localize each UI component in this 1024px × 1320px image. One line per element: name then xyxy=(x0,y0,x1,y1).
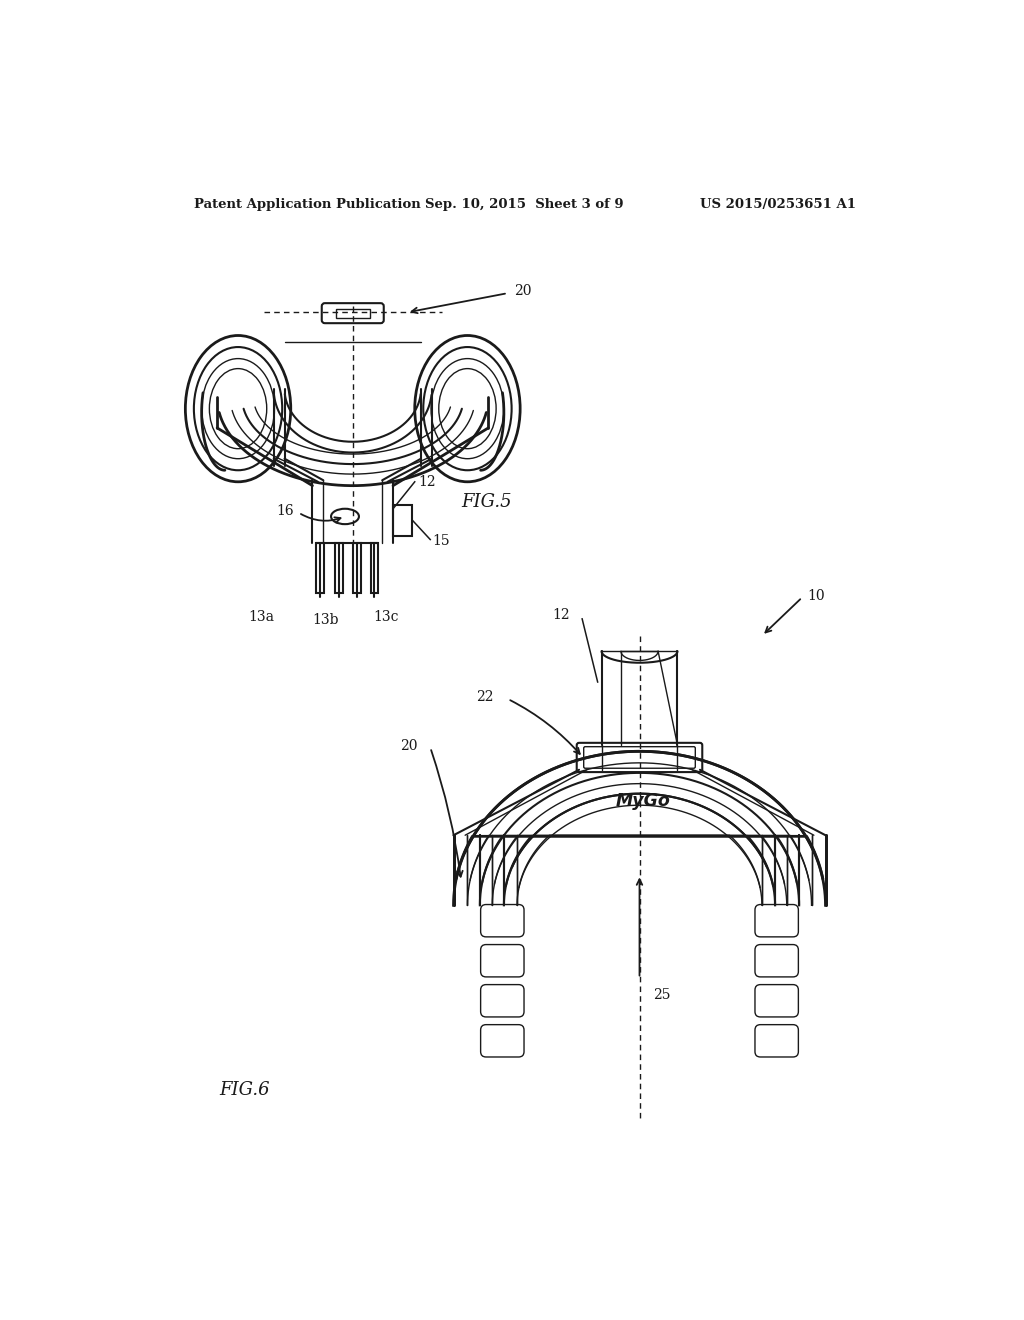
Text: 13c: 13c xyxy=(373,610,398,623)
Bar xyxy=(352,544,360,594)
Text: 15: 15 xyxy=(432,535,451,548)
Text: 13b: 13b xyxy=(312,614,339,627)
Text: MyGo: MyGo xyxy=(616,792,671,809)
Text: 12: 12 xyxy=(552,609,569,622)
Text: US 2015/0253651 A1: US 2015/0253651 A1 xyxy=(700,198,856,211)
Text: 12: 12 xyxy=(418,475,435,488)
Text: 20: 20 xyxy=(514,284,531,298)
Text: Sep. 10, 2015  Sheet 3 of 9: Sep. 10, 2015 Sheet 3 of 9 xyxy=(426,198,624,211)
Bar xyxy=(371,544,378,594)
Text: 10: 10 xyxy=(807,589,824,603)
Bar xyxy=(335,544,343,594)
Text: 25: 25 xyxy=(653,989,671,1002)
Text: 13a: 13a xyxy=(248,610,274,623)
Text: FIG.6: FIG.6 xyxy=(219,1081,270,1098)
Bar xyxy=(336,309,370,318)
Text: 22: 22 xyxy=(476,690,494,705)
Text: 20: 20 xyxy=(399,739,417,752)
Bar xyxy=(316,544,324,594)
Text: 16: 16 xyxy=(276,504,295,517)
Text: FIG.5: FIG.5 xyxy=(461,494,512,511)
Text: Patent Application Publication: Patent Application Publication xyxy=(194,198,421,211)
Bar xyxy=(393,506,413,536)
